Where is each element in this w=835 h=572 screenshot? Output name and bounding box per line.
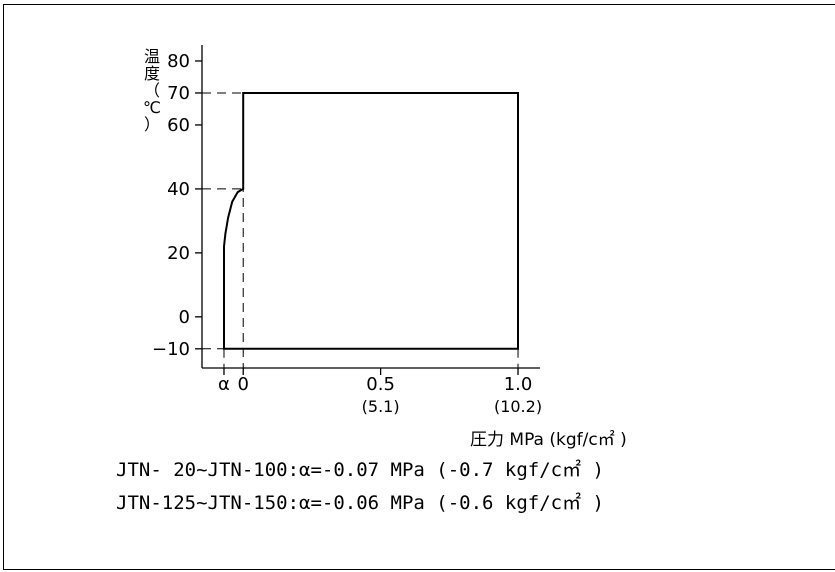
figure-frame [3, 4, 835, 570]
x-ticks: α 0 0.5 (5.1) 1.0 (10.2) [218, 368, 542, 416]
operating-region [223, 92, 519, 350]
y-tick-label: 40 [167, 179, 190, 200]
x-tick-sublabel: (10.2) [494, 397, 542, 416]
y-ticks: −10 0 20 40 60 70 80 [152, 51, 202, 360]
y-axis-label-char: 温 [144, 47, 160, 66]
y-tick-label: 60 [167, 115, 190, 136]
y-axis-label-char: ） [144, 115, 160, 134]
y-axis-label: 温度（℃） [143, 47, 161, 134]
x-tick-sublabel: (5.1) [362, 397, 400, 416]
y-axis-label-char: （ [144, 81, 160, 100]
y-tick-label: −10 [152, 339, 190, 360]
x-tick-label: 1.0 [504, 374, 533, 395]
note-line-2: JTN-125~JTN-150:α=-0.06 MPa (-0.6 kgf/c㎡… [116, 491, 604, 514]
y-axis-label-char: 度 [144, 64, 160, 83]
guide-lines [202, 92, 519, 368]
x-axis-label: 圧力 MPa (kgf/c㎡ ) [470, 430, 627, 450]
y-tick-label: 80 [167, 51, 190, 72]
note-line-1: JTN- 20~JTN-100:α=-0.07 MPa (-0.7 kgf/c㎡… [116, 458, 604, 481]
axes [201, 45, 540, 369]
x-tick-label: 0.5 [366, 374, 395, 395]
x-tick-label: 0 [237, 374, 248, 395]
y-axis-label-char: ℃ [143, 98, 161, 117]
y-tick-label: 20 [167, 243, 190, 264]
y-tick-label: 0 [179, 307, 190, 328]
y-tick-label: 70 [167, 83, 190, 104]
x-tick-label: α [218, 374, 230, 395]
